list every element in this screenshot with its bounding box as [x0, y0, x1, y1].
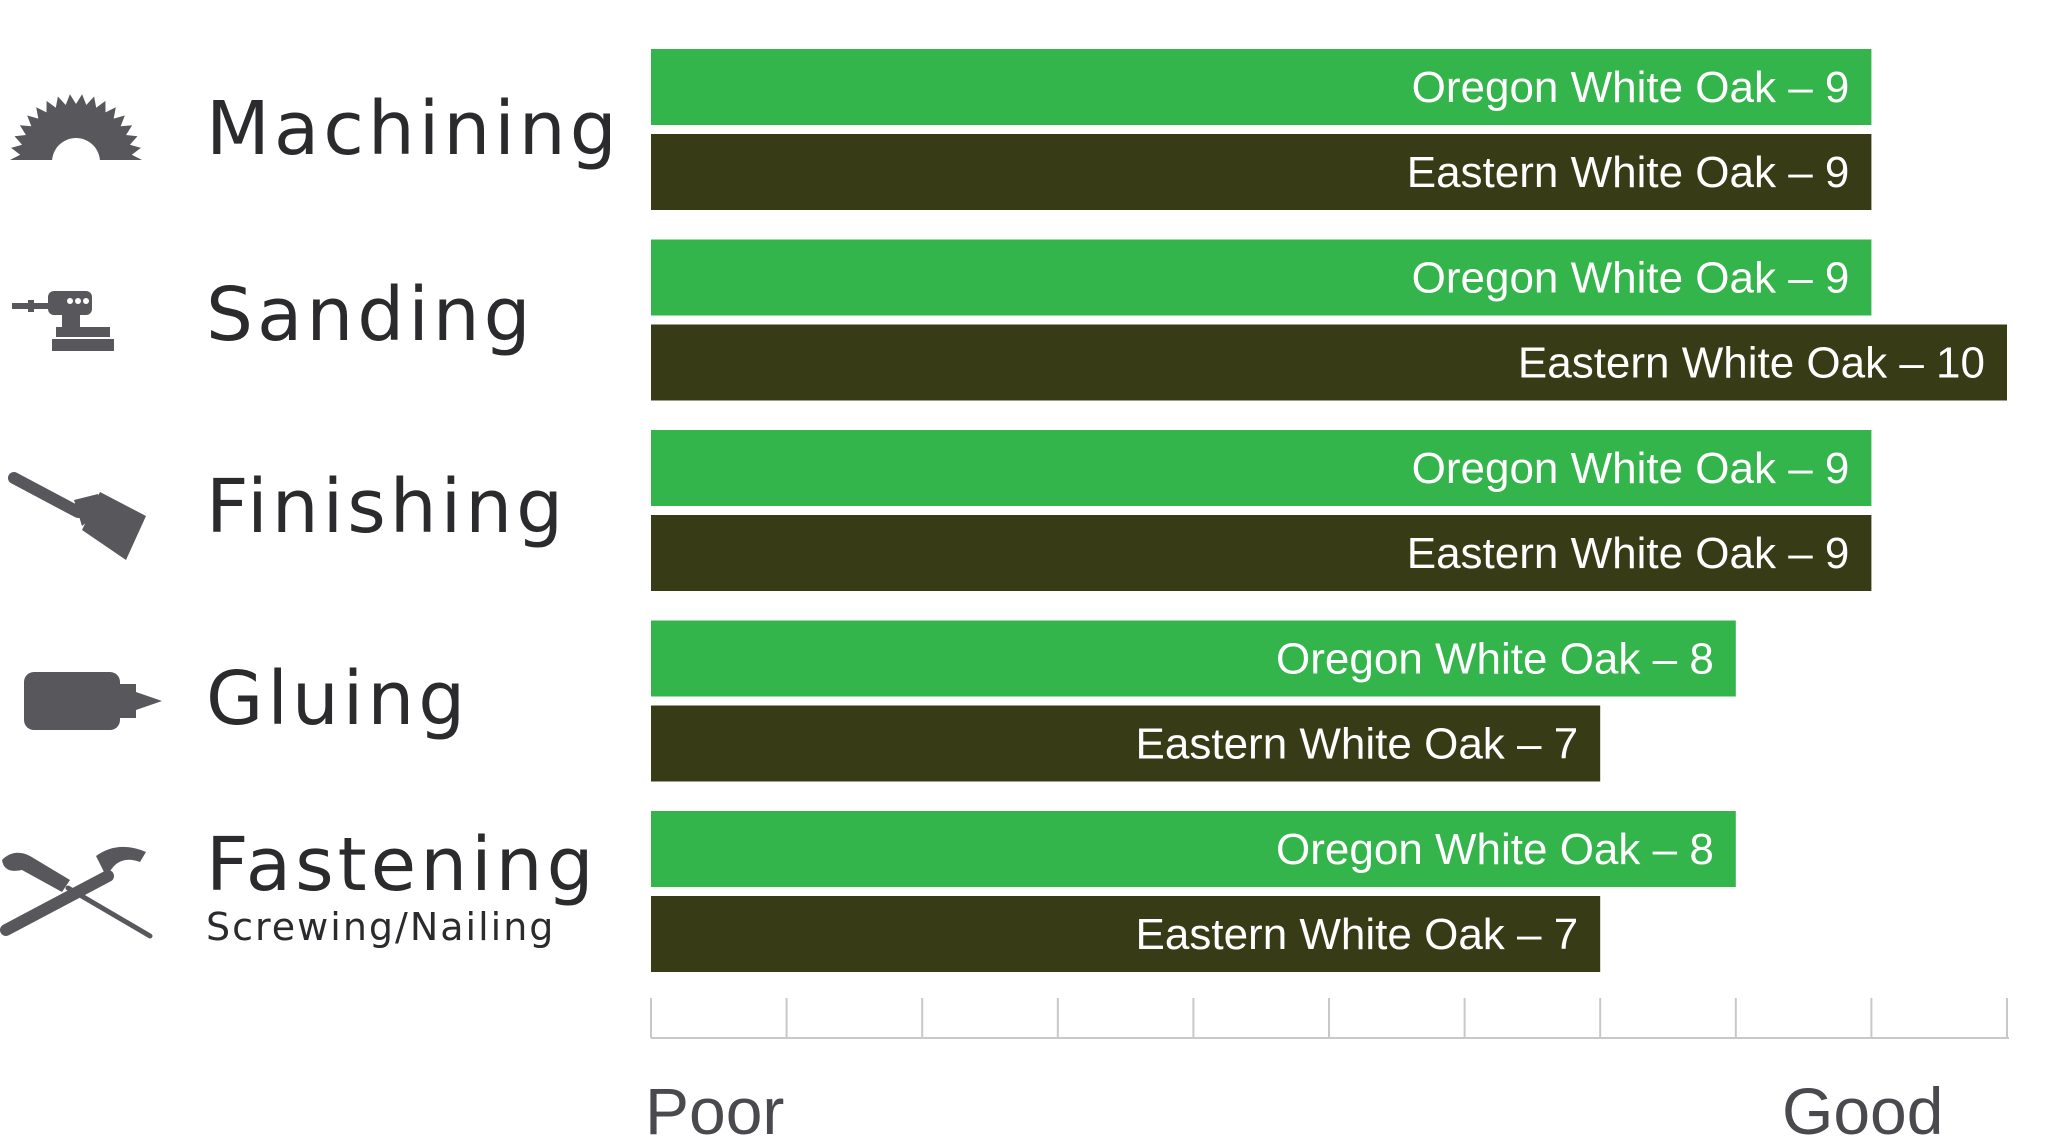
category-label-machining: Machining	[206, 86, 621, 172]
axis-label-poor: Poor	[645, 1074, 785, 1148]
bar-data-label: Eastern White Oak – 7	[1136, 720, 1579, 769]
category-label-sanding: Sanding	[206, 272, 535, 358]
bar-machining-oregon-white-oak	[651, 49, 1872, 125]
bar-gluing-oregon-white-oak	[651, 620, 1736, 697]
bar-data-label: Oregon White Oak – 9	[1412, 254, 1850, 303]
bar-data-label: Oregon White Oak – 8	[1276, 825, 1714, 874]
category-label-fastening: Fastening	[206, 822, 598, 908]
category-sublabel: Screwing/Nailing	[206, 905, 556, 949]
screwdriver-hammer-icon	[0, 840, 156, 949]
bar-fastening-eastern-white-oak	[651, 896, 1601, 972]
bar-fastening-oregon-white-oak	[651, 811, 1736, 887]
paintbrush-icon	[8, 468, 146, 569]
bar-data-label: Eastern White Oak – 9	[1407, 148, 1850, 197]
bar-finishing-eastern-white-oak	[651, 515, 1872, 591]
bar-data-label: Oregon White Oak – 9	[1412, 63, 1850, 112]
glue-bottle-icon	[22, 670, 162, 737]
category-label-gluing: Gluing	[206, 656, 470, 742]
bar-sanding-oregon-white-oak	[651, 239, 1872, 316]
category-label-finishing: Finishing	[206, 464, 568, 550]
bar-data-label: Oregon White Oak – 8	[1276, 635, 1714, 684]
bar-data-label: Eastern White Oak – 9	[1407, 529, 1850, 578]
bar-sanding-eastern-white-oak	[651, 324, 2007, 401]
bar-data-label: Oregon White Oak – 9	[1412, 444, 1850, 493]
bar-gluing-eastern-white-oak	[651, 705, 1601, 782]
orbital-sander-icon	[10, 285, 114, 362]
bar-data-label: Eastern White Oak – 7	[1136, 910, 1579, 959]
axis-label-good: Good	[1782, 1074, 1944, 1148]
bar-machining-eastern-white-oak	[651, 134, 1872, 210]
saw-blade-icon	[8, 92, 144, 169]
bar-data-label: Eastern White Oak – 10	[1518, 339, 1985, 388]
bar-finishing-oregon-white-oak	[651, 430, 1872, 506]
